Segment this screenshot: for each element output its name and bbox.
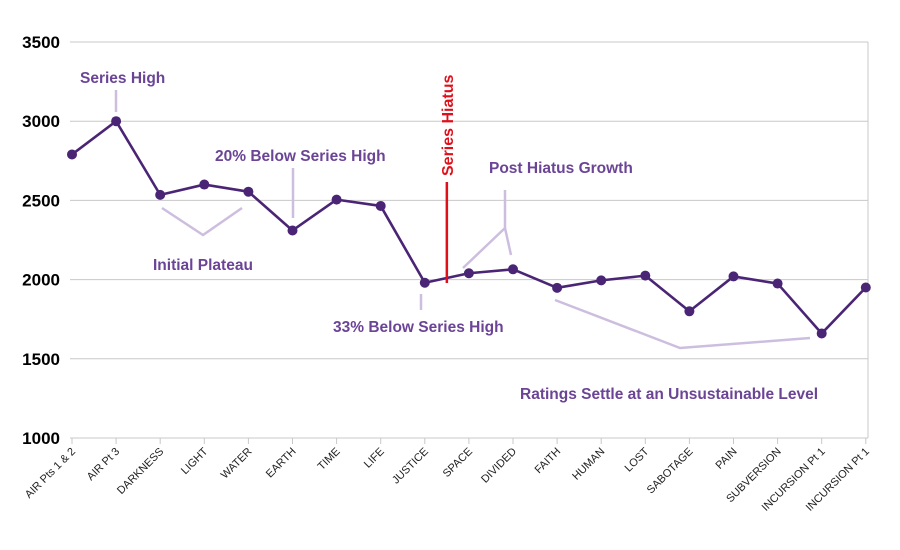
data-point bbox=[199, 179, 210, 190]
data-point bbox=[772, 278, 783, 289]
data-point bbox=[640, 270, 651, 281]
data-point bbox=[67, 149, 77, 160]
y-tick-label: 2500 bbox=[22, 191, 60, 210]
annotation-ratings-settle: Ratings Settle at an Unsustainable Level bbox=[520, 386, 818, 403]
data-point bbox=[463, 268, 474, 279]
data-point bbox=[684, 306, 695, 317]
x-tick-label: AIR Pts 1 & 2 bbox=[23, 446, 78, 501]
data-point bbox=[816, 328, 827, 339]
y-tick-label: 2000 bbox=[22, 271, 60, 290]
series-hiatus-marker: Series Hiatus bbox=[440, 75, 457, 283]
x-tick-label: LIGHT bbox=[179, 445, 211, 477]
x-tick-label: LIFE bbox=[362, 446, 387, 471]
data-point bbox=[596, 275, 607, 286]
annotation-series-high: Series High bbox=[80, 70, 165, 87]
y-tick-label: 1000 bbox=[22, 429, 60, 448]
x-tick-label: FAITH bbox=[533, 446, 564, 477]
x-tick-label: DARKNESS bbox=[115, 446, 166, 497]
data-point bbox=[287, 225, 298, 236]
series-hiatus-label: Series Hiatus bbox=[440, 75, 457, 176]
x-tick-label: JUSTICE bbox=[390, 446, 431, 487]
annotation-20-below: 20% Below Series High bbox=[215, 148, 386, 165]
x-tick-label: DIVIDED bbox=[479, 446, 519, 486]
x-tick-label: TIME bbox=[316, 446, 343, 473]
y-axis-tick-labels: 1000 1500 2000 2500 3000 3500 bbox=[22, 33, 60, 448]
annotation-leader bbox=[161, 206, 243, 237]
x-tick-label: AIR Pt 3 bbox=[85, 446, 122, 483]
annotations: Series High 20% Below Series High Initia… bbox=[80, 70, 818, 403]
x-tick-label: SPACE bbox=[441, 446, 475, 480]
y-tick-label: 3500 bbox=[22, 33, 60, 52]
annotation-leader-lines bbox=[114, 90, 811, 350]
data-point bbox=[419, 277, 430, 288]
data-point bbox=[508, 264, 518, 275]
x-tick-label: SABOTAGE bbox=[645, 446, 696, 497]
annotation-leader bbox=[462, 225, 513, 269]
data-point bbox=[375, 200, 386, 211]
data-point bbox=[243, 186, 254, 197]
y-tick-label: 1500 bbox=[22, 350, 60, 369]
data-point bbox=[728, 271, 739, 282]
gridlines bbox=[70, 41, 869, 439]
data-point bbox=[552, 282, 563, 293]
x-tick-label: EARTH bbox=[264, 446, 299, 481]
x-tick-label: LOST bbox=[623, 445, 652, 474]
y-tick-label: 3000 bbox=[22, 112, 60, 131]
annotation-post-hiatus-growth: Post Hiatus Growth bbox=[489, 160, 633, 177]
annotation-initial-plateau: Initial Plateau bbox=[153, 257, 253, 274]
series-points bbox=[67, 116, 871, 339]
data-point bbox=[155, 189, 166, 200]
x-tick-label: PAIN bbox=[714, 446, 740, 472]
x-tick-label: WATER bbox=[219, 446, 255, 482]
annotation-33-below: 33% Below Series High bbox=[333, 319, 504, 336]
data-point bbox=[111, 116, 122, 127]
x-tick-label: HUMAN bbox=[570, 446, 607, 483]
data-point bbox=[331, 194, 342, 205]
annotation-leader bbox=[554, 298, 811, 350]
data-point bbox=[860, 282, 871, 293]
